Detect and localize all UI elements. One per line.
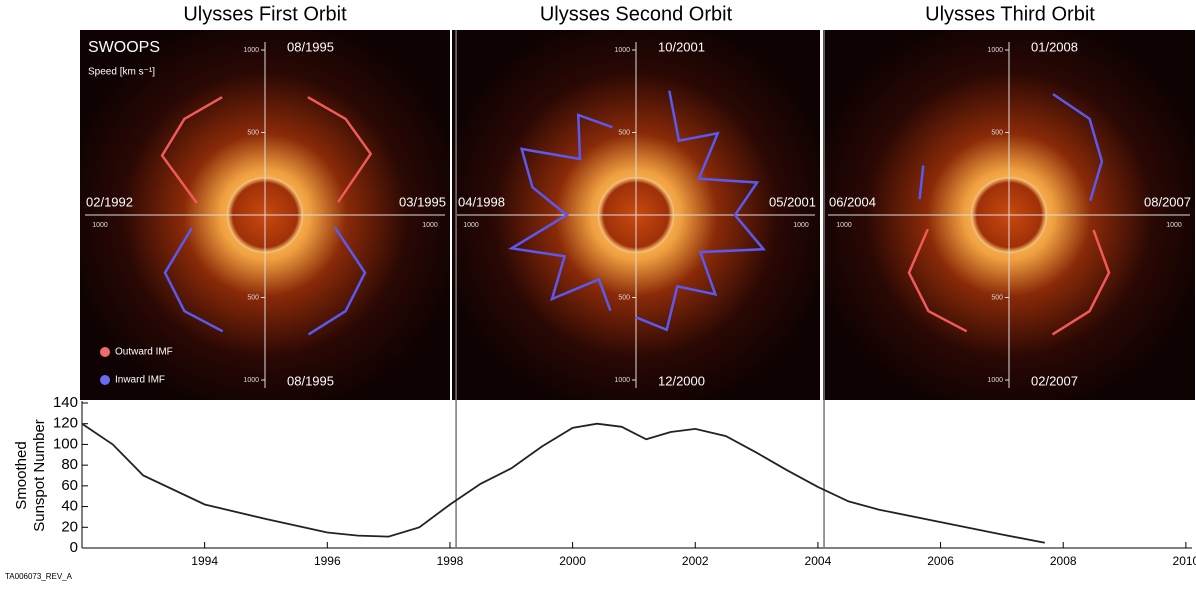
date-label: 10/2001 — [658, 39, 705, 54]
date-label: 08/1995 — [287, 373, 334, 388]
r-tick-label: 500 — [618, 294, 630, 301]
y-tick-label: 120 — [53, 415, 78, 432]
speed-trace — [508, 90, 767, 332]
footer: TA006073_REV_A — [5, 572, 73, 581]
y-tick-label: 100 — [53, 435, 78, 452]
r-tick-label: 1000 — [463, 222, 479, 229]
date-label: 08/1995 — [287, 39, 334, 54]
r-tick-label: 500 — [991, 129, 1003, 136]
date-label: 08/2007 — [1144, 194, 1191, 209]
r-tick-label: 500 — [618, 129, 630, 136]
legend-label: Inward IMF — [115, 375, 165, 386]
r-tick-label: 1000 — [987, 377, 1003, 384]
x-tick-label: 2000 — [559, 554, 586, 568]
y-tick-label: 80 — [61, 456, 78, 473]
y-tick-label: 40 — [61, 498, 78, 515]
x-tick-label: 1998 — [437, 554, 464, 568]
panel-title: Ulysses First Orbit — [183, 3, 347, 25]
x-tick-label: 2002 — [682, 554, 709, 568]
speed-trace — [918, 93, 1104, 202]
panel-title: Ulysses Second Orbit — [540, 3, 733, 25]
r-tick-label: 500 — [247, 129, 259, 136]
date-label: 12/2000 — [658, 373, 705, 388]
date-label: 06/2004 — [829, 194, 876, 209]
r-tick-label: 1000 — [92, 222, 108, 229]
legend-swatch — [100, 347, 110, 357]
x-tick-label: 1996 — [314, 554, 341, 568]
r-tick-label: 1000 — [987, 47, 1003, 54]
r-tick-label: 1000 — [614, 47, 630, 54]
x-tick-label: 2006 — [927, 554, 954, 568]
y-tick-label: 0 — [70, 539, 78, 556]
r-tick-label: 1000 — [422, 222, 438, 229]
y-tick-label: 60 — [61, 477, 78, 494]
y-axis-label: Smoothed — [13, 441, 30, 509]
speed-trace — [163, 226, 367, 336]
date-label: 02/1992 — [86, 194, 133, 209]
speed-trace — [160, 96, 373, 204]
instrument: SWOOPS — [88, 39, 160, 56]
r-tick-label: 1000 — [836, 222, 852, 229]
legend-label: Outward IMF — [115, 347, 173, 358]
x-tick-label: 2004 — [805, 554, 832, 568]
y-axis-label: Sunspot Number — [31, 419, 48, 532]
r-tick-label: 1000 — [243, 47, 259, 54]
r-tick-label: 500 — [991, 294, 1003, 301]
r-tick-label: 1000 — [1166, 222, 1182, 229]
legend-swatch — [100, 375, 110, 385]
y-tick-label: 20 — [61, 518, 78, 535]
date-label: 02/2007 — [1031, 373, 1078, 388]
r-tick-label: 1000 — [793, 222, 809, 229]
y-tick-label: 140 — [53, 394, 78, 411]
sunspot-line — [81, 422, 1045, 544]
quantity: Speed [km s⁻¹] — [88, 67, 155, 78]
r-tick-label: 1000 — [243, 377, 259, 384]
date-label: 05/2001 — [769, 194, 816, 209]
panel-title: Ulysses Third Orbit — [925, 3, 1095, 25]
r-tick-label: 500 — [247, 294, 259, 301]
x-tick-label: 1994 — [191, 554, 218, 568]
date-label: 04/1998 — [458, 194, 505, 209]
date-label: 03/1995 — [399, 194, 446, 209]
x-tick-label: 2010 — [1173, 554, 1196, 568]
r-tick-label: 1000 — [614, 377, 630, 384]
x-tick-label: 2008 — [1050, 554, 1077, 568]
date-label: 01/2008 — [1031, 39, 1078, 54]
speed-trace — [907, 228, 1111, 336]
